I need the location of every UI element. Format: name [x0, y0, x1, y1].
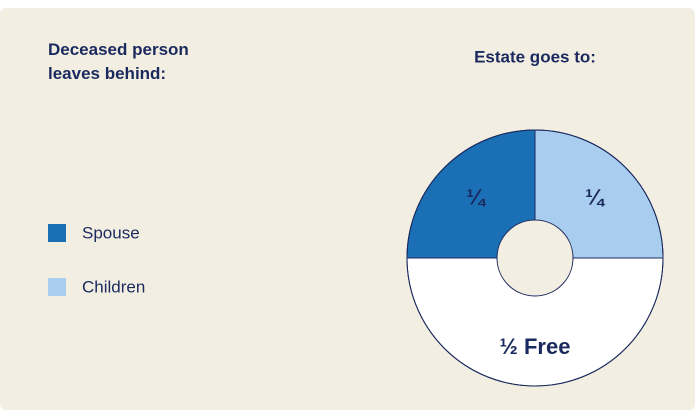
slice-label: ¼: [585, 184, 605, 209]
legend-title: Deceased person leaves behind:: [48, 40, 189, 83]
slice: [406, 257, 664, 387]
legend-swatch: [48, 278, 66, 296]
legend-label: Spouse: [82, 223, 140, 242]
slice-label: ½ Free: [500, 334, 571, 359]
slice-label: ¼: [466, 184, 486, 209]
donut-outline: [406, 129, 664, 387]
legend-label: Children: [82, 277, 145, 296]
chart-title: Estate goes to:: [474, 47, 596, 66]
legend-swatch: [48, 224, 66, 242]
